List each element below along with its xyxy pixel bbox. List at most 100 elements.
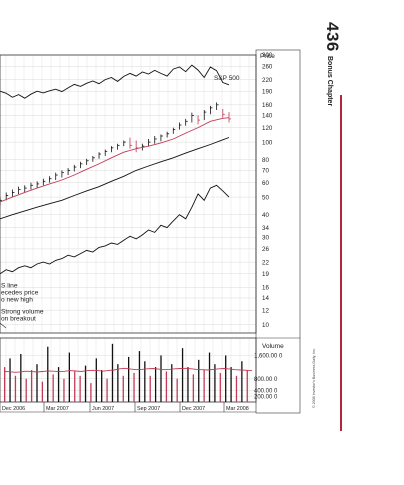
volume-bar	[25, 378, 27, 402]
volume-bar	[176, 378, 178, 402]
price-tick-label: 50	[262, 194, 269, 201]
moving-average-1-line	[0, 117, 230, 203]
price-tick-label: 160	[262, 102, 273, 109]
annotation-text: o new high	[1, 296, 33, 303]
x-tick-label: Dec 2006	[2, 406, 25, 412]
price-tick-label: 80	[262, 157, 269, 164]
volume-bar	[133, 372, 135, 402]
price-tick-label: 19	[262, 271, 269, 278]
volume-bar	[181, 348, 184, 402]
volume-bar	[57, 367, 60, 402]
accent-rule	[340, 95, 342, 431]
volume-bar	[74, 371, 76, 402]
volume-bar	[36, 364, 38, 402]
volume-bar	[165, 371, 168, 402]
volume-tick-label: 800.00 0	[254, 377, 278, 383]
volume-bar	[208, 352, 211, 402]
annotation-text: ecedes price	[1, 289, 39, 296]
price-tick-label: 60	[262, 180, 269, 187]
volume-bar	[9, 358, 11, 402]
volume-bar	[63, 378, 65, 402]
volume-bar	[149, 375, 151, 402]
volume-bar	[128, 356, 130, 402]
volume-bar	[101, 370, 103, 402]
moving-average-2-line	[0, 137, 230, 220]
volume-bar	[144, 361, 146, 402]
volume-bar	[154, 367, 157, 402]
price-axis-title: Price	[260, 53, 275, 60]
price-tick-label: 30	[262, 235, 269, 242]
annotation-text: S line	[1, 282, 18, 289]
price-tick-label: 140	[262, 113, 273, 120]
volume-bar	[219, 372, 221, 402]
volume-bar	[30, 370, 33, 402]
volume-bar	[117, 364, 119, 402]
volume-bar	[225, 355, 227, 402]
volume-bar	[171, 364, 173, 402]
price-tick-label: 70	[262, 168, 269, 175]
volume-bar	[122, 375, 124, 402]
volume-bar	[235, 375, 238, 402]
volume-bar	[198, 359, 200, 402]
volume-bar	[241, 361, 243, 402]
sp500-label: S&P 500	[214, 75, 240, 82]
chart-grid	[0, 54, 256, 402]
relative-strength-line	[0, 184, 230, 275]
price-series	[0, 64, 231, 275]
price-tick-label: 22	[262, 259, 269, 266]
volume-bar	[160, 355, 162, 402]
volume-bar	[187, 367, 189, 402]
volume-bar	[192, 374, 194, 402]
chapter-title-text: Bonus Chapter	[326, 56, 333, 107]
x-tick-label: Jun 2007	[92, 406, 114, 412]
volume-bar	[79, 375, 81, 402]
volume-tick-label: 200.00 0	[254, 394, 278, 400]
page-number-text: 436	[323, 22, 342, 52]
volume-bar	[95, 358, 97, 402]
volume-bars	[3, 343, 253, 402]
price-tick-label: 14	[262, 295, 269, 302]
volume-bar	[68, 352, 70, 402]
volume-bar	[230, 367, 232, 402]
volume-bar	[47, 346, 49, 402]
volume-bar	[203, 370, 205, 402]
annotation-text: on breakout	[1, 316, 36, 323]
volume-axis-title: Volume	[262, 343, 284, 350]
volume-bar	[138, 351, 141, 402]
x-tick-label: Mar 2008	[226, 406, 249, 412]
price-tick-label: 120	[262, 125, 273, 132]
volume-tick-label: 400.00 0	[254, 389, 278, 395]
volume-bar	[111, 343, 114, 402]
annotation-text: Strong volume	[1, 309, 44, 316]
price-tick-label: 10	[262, 322, 269, 329]
axis-frame	[255, 49, 301, 414]
volume-tick-label: 1,600.00 0	[254, 354, 283, 360]
price-axis: 300 260 220 190 160 140 120 100 80 70 60 50 40 34 30 26…	[262, 52, 273, 329]
volume-bar	[214, 364, 216, 402]
price-tick-label: 26	[262, 246, 269, 253]
price-tick-label: 100	[262, 139, 273, 146]
price-tick-label: 260	[262, 64, 273, 71]
s-p-500-line	[0, 64, 230, 99]
volume-bar	[52, 374, 54, 402]
price-tick-label: 12	[262, 307, 269, 314]
price-tick-label: 40	[262, 212, 269, 219]
volume-bar	[90, 383, 92, 402]
volume-bar	[41, 381, 44, 402]
volume-bar	[14, 375, 17, 402]
volume-bar	[84, 365, 87, 402]
price-tick-label: 34	[262, 225, 269, 232]
volume-bar	[246, 370, 248, 402]
volume-bar	[20, 354, 22, 402]
volume-bar	[106, 378, 108, 402]
x-tick-label: Dec 2007	[182, 406, 205, 412]
volume-bar	[4, 367, 6, 402]
volume-moving-average	[3, 367, 253, 373]
x-tick-label: Sep 2007	[137, 406, 160, 412]
x-tick-label: Mar 2007	[46, 406, 69, 412]
annotation-pointer	[0, 322, 7, 329]
